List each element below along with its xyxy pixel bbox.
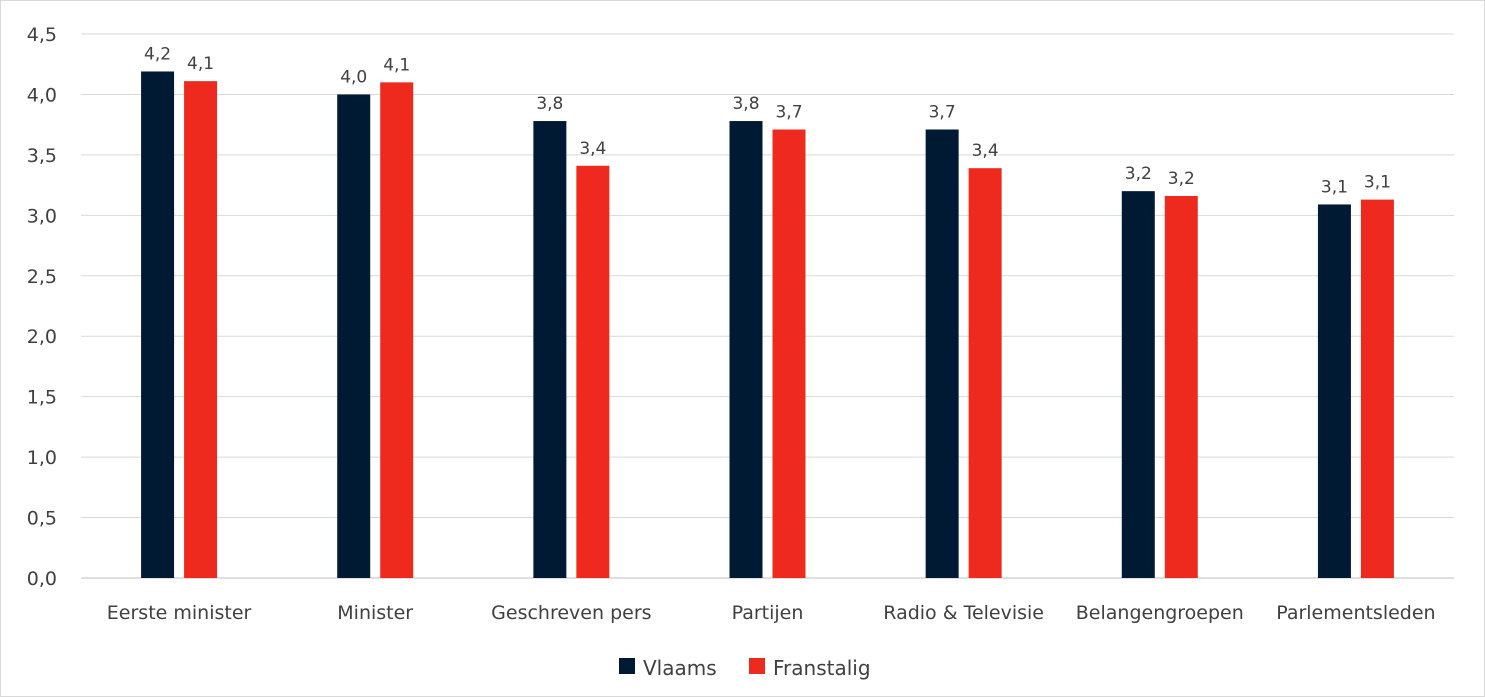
bar-vlaams-2: [337, 94, 371, 578]
bar-franstalig-3: [576, 165, 610, 578]
y-tick-label: 1,0: [27, 447, 57, 469]
y-tick-label: 2,0: [27, 326, 57, 348]
legend-swatch: [619, 658, 635, 674]
bar-vlaams-6: [1121, 191, 1155, 578]
bar-franstalig-5: [968, 168, 1002, 579]
bar-franstalig-6: [1164, 195, 1198, 579]
y-tick-label: 0,5: [27, 508, 57, 530]
bar-vlaams-4: [729, 121, 763, 578]
legend-label: Vlaams: [643, 656, 717, 680]
category-label: Belangengroepen: [1076, 602, 1244, 624]
y-tick-label: 4,0: [27, 84, 57, 106]
y-tick-label: 1,5: [27, 387, 57, 409]
category-label: Minister: [337, 602, 413, 624]
legend[interactable]: Vlaams Franstalig: [619, 656, 871, 680]
category-label: Eerste minister: [107, 602, 252, 624]
data-label-franstalig-1: 4,1: [187, 54, 214, 74]
y-tick-label: 3,5: [27, 145, 57, 167]
category-label: Geschreven pers: [491, 602, 651, 624]
y-tick-label: 2,5: [27, 266, 57, 288]
bar-vlaams-7: [1317, 204, 1351, 578]
data-label-vlaams-4: 3,8: [732, 94, 759, 114]
x-axis-category-labels: Eerste minister Minister Geschreven pers Pa…: [107, 602, 1436, 624]
legend-label: Franstalig: [773, 656, 871, 680]
bar-franstalig-2: [380, 82, 414, 578]
data-label-vlaams-1: 4,2: [144, 44, 171, 64]
data-label-franstalig-6: 3,2: [1168, 169, 1195, 189]
y-tick-label: 4,5: [27, 24, 57, 46]
data-labels: 4,2 4,1 4,0 4,1 3,8 3,4 3,8 3,7 3,7 3,4 3,2 3,2 3,1 3…: [144, 44, 1391, 197]
data-label-vlaams-6: 3,2: [1125, 164, 1152, 184]
data-label-franstalig-4: 3,7: [775, 103, 802, 123]
data-label-franstalig-2: 4,1: [383, 55, 410, 75]
data-label-vlaams-5: 3,7: [929, 103, 956, 123]
y-tick-label: 0,0: [27, 568, 57, 590]
legend-swatch: [749, 658, 765, 674]
data-label-vlaams-2: 4,0: [340, 67, 367, 87]
data-label-franstalig-7: 3,1: [1364, 173, 1391, 193]
category-label: Partijen: [732, 602, 804, 624]
bar-franstalig-4: [772, 129, 806, 578]
category-label: Radio & Televisie: [883, 602, 1044, 624]
data-label-franstalig-5: 3,4: [972, 141, 999, 161]
data-label-vlaams-3: 3,8: [536, 94, 563, 114]
bars: [141, 71, 1394, 579]
gridlines: [81, 33, 1454, 579]
bar-vlaams-3: [533, 121, 567, 578]
legend-item-vlaams[interactable]: Vlaams: [619, 656, 717, 680]
data-label-vlaams-7: 3,1: [1321, 177, 1348, 197]
bar-vlaams-5: [925, 129, 959, 578]
y-axis-tick-labels: 0,0 0,5 1,0 1,5 2,0 2,5 3,0 3,5 4,0 4,5: [27, 24, 57, 590]
data-label-franstalig-3: 3,4: [579, 139, 606, 159]
bar-franstalig-1: [184, 81, 218, 578]
category-label: Parlementsleden: [1276, 602, 1435, 624]
bar-vlaams-1: [141, 71, 175, 578]
legend-item-franstalig[interactable]: Franstalig: [749, 656, 871, 680]
y-tick-label: 3,0: [27, 205, 57, 227]
bar-franstalig-7: [1360, 199, 1394, 578]
